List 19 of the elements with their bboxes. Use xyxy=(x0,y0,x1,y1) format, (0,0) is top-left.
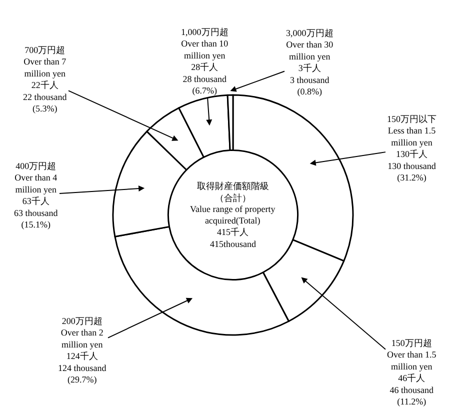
text: （合計） xyxy=(215,193,251,203)
text: Value range of property acquired(Total) xyxy=(190,204,276,226)
data-label: 46千人 46 thousand (11.2%) xyxy=(390,373,434,406)
slice-label: 700万円超 Over than 7 million yen xyxy=(24,45,67,78)
data-label: 3千人 3 thousand (0.8%) xyxy=(290,63,330,96)
data-label: 130千人 130 thousand (31.2%) xyxy=(388,149,436,182)
slice-label: 400万円超 Over than 4 million yen xyxy=(14,161,58,194)
text: 取得財産価額階級 xyxy=(197,181,269,191)
slice-label: 150万円超 Over than 1.5 million yen xyxy=(387,338,437,372)
data-label: 22千人 22 thousand (5.3%) xyxy=(23,80,68,114)
slice-label: 1,000万円超 Over than 10 million yen xyxy=(181,27,229,60)
slice-label: 3,000万円超 Over than 30 million yen xyxy=(286,28,334,62)
text: 415千人 xyxy=(217,227,248,237)
data-label: 28千人 28 thousand (6.7%) xyxy=(182,62,227,96)
data-label: 63千人 63 thousand (15.1%) xyxy=(14,196,58,230)
text: 415thousand xyxy=(210,239,256,249)
slice-label: 150万円以下 Less than 1.5 million yen xyxy=(387,114,436,148)
slice-label: 200万円超 Over than 2 million yen xyxy=(60,316,104,350)
data-label: 124千人 124 thousand (29.7%) xyxy=(58,351,107,384)
